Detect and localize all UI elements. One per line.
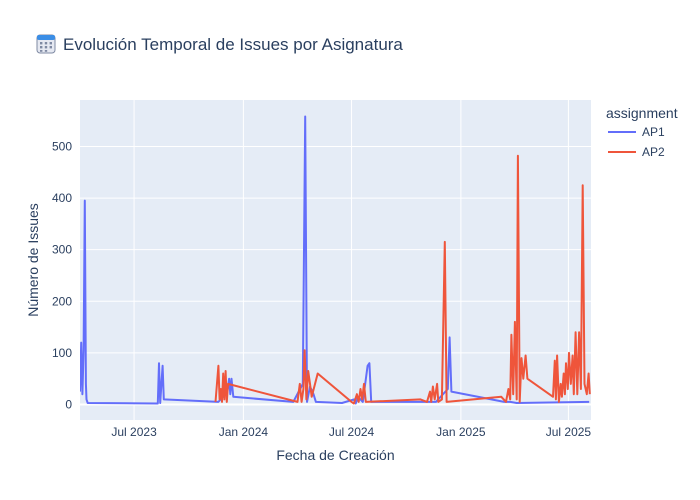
grid-lines bbox=[80, 100, 591, 420]
legend-label: AP2 bbox=[642, 145, 665, 159]
y-tick-label: 0 bbox=[65, 398, 72, 412]
x-tick-label: Jul 2024 bbox=[329, 425, 375, 439]
series-line-ap2 bbox=[214, 154, 591, 405]
y-tick-label: 300 bbox=[52, 243, 72, 257]
x-tick-label: Jul 2025 bbox=[546, 425, 592, 439]
legend-item-ap2[interactable]: AP2 bbox=[608, 145, 665, 159]
x-tick-label: Jan 2025 bbox=[436, 425, 486, 439]
calendar-icon bbox=[36, 34, 56, 54]
legend-label: AP1 bbox=[642, 125, 665, 139]
legend-title: assignment bbox=[606, 105, 678, 121]
legend-item-ap1[interactable]: AP1 bbox=[608, 125, 665, 139]
y-axis-ticks: 0 100 200 300 400 500 bbox=[52, 139, 72, 411]
series-lines bbox=[80, 115, 591, 405]
y-tick-label: 400 bbox=[52, 191, 72, 205]
x-tick-label: Jan 2024 bbox=[219, 425, 269, 439]
x-tick-label: Jul 2023 bbox=[111, 425, 157, 439]
x-axis-title: Fecha de Creación bbox=[276, 447, 394, 463]
chart-title: Evolución Temporal de Issues por Asignat… bbox=[36, 34, 403, 54]
plot-area bbox=[80, 100, 591, 420]
chart-title-text: Evolución Temporal de Issues por Asignat… bbox=[63, 35, 403, 54]
x-axis-ticks: Jul 2023 Jan 2024 Jul 2024 Jan 2025 Jul 2025 bbox=[111, 425, 591, 439]
y-axis-title: Número de Issues bbox=[25, 203, 41, 317]
y-tick-label: 500 bbox=[52, 139, 72, 153]
legend: assignment AP1 AP2 bbox=[606, 105, 678, 159]
y-tick-label: 100 bbox=[52, 346, 72, 360]
y-tick-label: 200 bbox=[52, 294, 72, 308]
